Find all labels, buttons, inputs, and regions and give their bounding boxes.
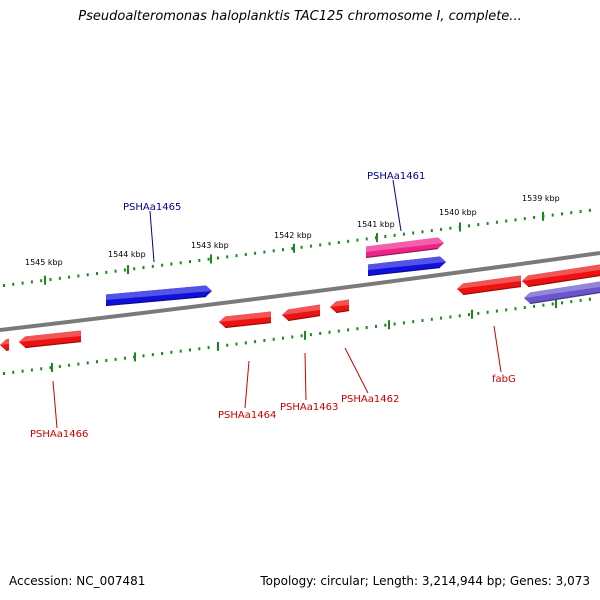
- gene-purple-right[interactable]: [524, 281, 600, 305]
- gene-PSHAa1465[interactable]: [105, 285, 212, 307]
- label-PSHAa1461[interactable]: PSHAa1461: [367, 171, 425, 182]
- scale-label-1545: 1545 kbp: [25, 258, 63, 267]
- gene-PSHAa1462[interactable]: [330, 299, 350, 314]
- label-PSHAa1462[interactable]: PSHAa1462: [341, 394, 399, 405]
- gene-features: [0, 237, 600, 352]
- label-PSHAa1466[interactable]: PSHAa1466: [30, 429, 88, 440]
- leader-PSHAa1465: [149, 210, 155, 263]
- scale-label-1542: 1542 kbp: [274, 231, 312, 240]
- gene-red-right[interactable]: [522, 264, 600, 288]
- scale-label-1541: 1541 kbp: [357, 220, 395, 229]
- leader-PSHAa1464: [244, 360, 250, 409]
- gene-PSHAa1463[interactable]: [282, 304, 321, 322]
- chromosome-backbone: [0, 251, 600, 332]
- label-PSHAa1463[interactable]: PSHAa1463: [280, 402, 338, 413]
- label-leaders: [52, 179, 502, 429]
- leader-PSHAa1462: [344, 347, 369, 394]
- leader-fabG: [493, 325, 502, 373]
- gene-edge-red[interactable]: [0, 338, 10, 352]
- scale-label-1539: 1539 kbp: [522, 194, 560, 203]
- gene-PSHAa1461-b[interactable]: [367, 256, 446, 277]
- scale-label-1540: 1540 kbp: [439, 208, 477, 217]
- gene-fabG[interactable]: [457, 275, 522, 296]
- accession-text: Accession: NC_007481: [9, 574, 146, 588]
- label-fabG[interactable]: fabG: [492, 374, 516, 385]
- gene-PSHAa1464[interactable]: [219, 311, 272, 329]
- inner-tick-row: [3, 297, 591, 375]
- map-title: Pseudoalteromonas haloplanktis TAC125 ch…: [78, 9, 522, 24]
- scale-label-1544: 1544 kbp: [108, 250, 146, 259]
- leader-PSHAa1463: [304, 352, 307, 401]
- scale-label-1543: 1543 kbp: [191, 241, 229, 250]
- leader-PSHAa1466: [52, 380, 58, 429]
- label-PSHAa1464[interactable]: PSHAa1464: [218, 410, 276, 421]
- topology-text: Topology: circular; Length: 3,214,944 bp…: [260, 574, 590, 588]
- gene-PSHAa1466[interactable]: [19, 330, 82, 349]
- gene-PSHAa1461[interactable]: [365, 237, 444, 259]
- leader-PSHAa1461: [392, 179, 402, 232]
- outer-tick-row: [3, 208, 591, 287]
- label-PSHAa1465[interactable]: PSHAa1465: [123, 202, 181, 213]
